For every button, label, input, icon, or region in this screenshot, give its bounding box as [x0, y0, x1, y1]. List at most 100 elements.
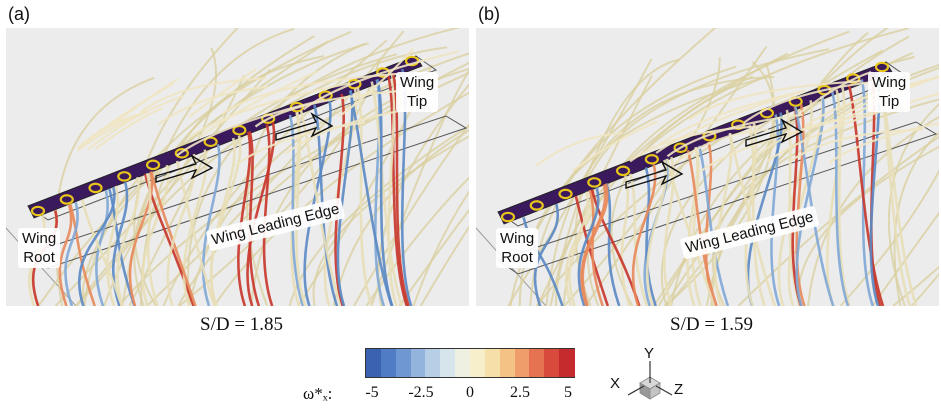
- fan-ring: [500, 211, 516, 223]
- streamline: [686, 149, 718, 306]
- streamline: [365, 176, 469, 306]
- streamline: [737, 135, 939, 306]
- colorbar-swatch: [514, 349, 531, 377]
- streamline: [658, 89, 806, 146]
- streamline: [146, 30, 405, 306]
- colorbar-swatch: [499, 349, 516, 377]
- streamline: [754, 118, 840, 158]
- streamline: [338, 47, 415, 118]
- streamline: [157, 85, 269, 126]
- streamline: [356, 87, 373, 306]
- streamline: [139, 77, 267, 113]
- streamline: [620, 175, 631, 306]
- vortex-arrow: [275, 112, 334, 141]
- fan-ring: [529, 200, 544, 211]
- colorbar-tick: 0: [466, 384, 474, 401]
- streamline: [133, 35, 315, 306]
- streamline: [828, 122, 939, 164]
- streamline: [795, 95, 825, 306]
- streamline-panel-b: Wing Tip Wing Root Wing Leading Edge: [476, 28, 939, 306]
- streamline: [86, 110, 149, 151]
- spacing-ratio-a: S/D = 1.85: [200, 314, 284, 335]
- streamline: [665, 158, 716, 306]
- streamline: [188, 68, 257, 118]
- streamline: [313, 104, 339, 306]
- streamline: [766, 92, 939, 163]
- streamline-figure-a: [6, 28, 469, 306]
- streamline: [334, 93, 345, 306]
- streamline: [105, 185, 120, 306]
- fan-ring: [817, 84, 832, 96]
- streamline-figure-b: [476, 28, 939, 306]
- streamline: [370, 68, 469, 306]
- colorbar-tick: -2.5: [408, 384, 434, 401]
- streamline: [577, 187, 600, 306]
- streamline: [666, 61, 775, 306]
- streamline: [246, 121, 276, 306]
- colorbar-swatch: [455, 349, 471, 377]
- colorbar-tick: -5: [365, 384, 379, 401]
- streamline: [699, 110, 878, 173]
- streamline: [793, 106, 835, 306]
- streamline: [807, 115, 939, 306]
- colorbar-title: ω*ₓ:: [303, 384, 333, 403]
- streamline: [545, 76, 775, 306]
- fan-ring: [874, 61, 890, 73]
- streamline: [83, 30, 352, 306]
- streamline: [893, 131, 939, 306]
- streamline: [299, 110, 343, 306]
- streamline: [246, 42, 366, 306]
- streamline: [419, 225, 469, 306]
- fan-ring: [673, 142, 688, 154]
- fan-ring: [88, 182, 103, 194]
- streamline: [797, 145, 939, 306]
- streamline: [533, 203, 560, 306]
- streamline: [336, 89, 354, 306]
- streamline: [76, 94, 184, 152]
- fan-ring: [644, 154, 659, 165]
- streamline: [209, 135, 242, 306]
- streamline: [663, 156, 675, 306]
- streamline: [871, 211, 939, 306]
- streamline: [149, 171, 197, 306]
- streamline: [412, 190, 469, 306]
- fan-ring: [558, 188, 573, 200]
- streamline: [176, 98, 325, 157]
- fan-ring: [587, 177, 602, 188]
- streamline: [398, 208, 469, 306]
- streamline: [674, 128, 769, 164]
- streamline: [80, 199, 124, 306]
- fan-ring: [117, 171, 132, 182]
- streamline: [237, 131, 252, 306]
- streamline: [386, 74, 409, 306]
- streamline: [110, 78, 179, 127]
- streamline: [221, 72, 399, 116]
- colorbar-swatch: [470, 349, 486, 377]
- axis-y-label: Y: [644, 345, 655, 362]
- colorbar-tick: 2.5: [510, 384, 530, 401]
- colorbar-swatch: [410, 349, 427, 377]
- fan-ring: [145, 159, 161, 171]
- streamline: [564, 191, 590, 306]
- streamline: [95, 189, 109, 306]
- colorbar-swatch: [395, 349, 412, 377]
- streamline: [788, 128, 923, 164]
- streamline: [535, 132, 623, 167]
- colorbar-swatch: [559, 349, 575, 377]
- vorticity-colorbar: [365, 348, 575, 378]
- streamline: [748, 124, 766, 306]
- fan-ring: [59, 194, 74, 205]
- wing-tip-label: Wing Tip: [868, 72, 911, 112]
- streamline: [64, 201, 79, 306]
- streamline: [201, 144, 221, 306]
- streamline: [743, 80, 876, 124]
- streamline: [688, 80, 862, 121]
- wing-root-label: Wing Root: [18, 228, 61, 268]
- axis-x-label: X: [610, 375, 621, 392]
- colorbar-swatch: [425, 349, 441, 377]
- streamline: [210, 137, 236, 306]
- vortex-arrow: [625, 160, 684, 189]
- streamline: [370, 81, 404, 306]
- streamline: [791, 106, 803, 306]
- streamline: [568, 189, 593, 306]
